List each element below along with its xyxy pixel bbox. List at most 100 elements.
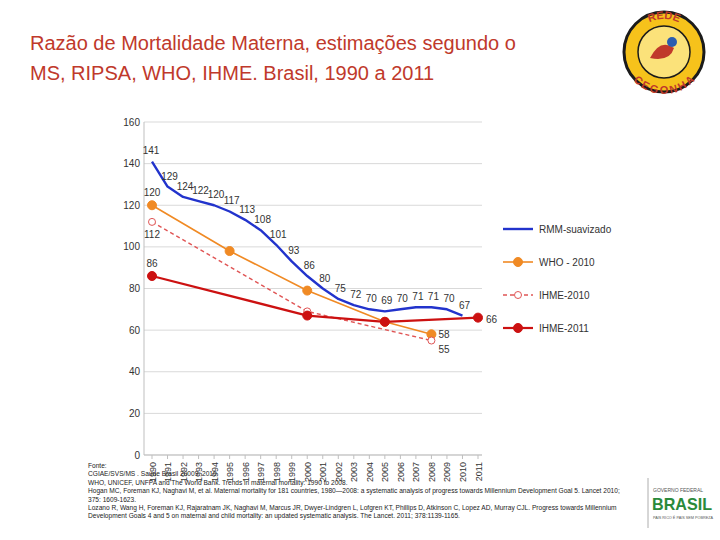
logo-brasil: GOVERNO FEDERALBRASILPAÍS RICO É PAÍS SE… — [648, 478, 714, 528]
data-label: 75 — [335, 283, 347, 294]
grid-line — [144, 288, 482, 289]
x-tick-label: 2003 — [349, 462, 359, 482]
logo-bird — [650, 45, 674, 59]
x-tick-label: 2009 — [442, 462, 452, 482]
x-tick — [214, 455, 215, 459]
data-label: 58 — [438, 329, 450, 340]
data-label: 113 — [239, 204, 255, 215]
x-tick — [245, 455, 246, 459]
logo-text: CEGONHA — [632, 73, 697, 96]
data-label: 101 — [270, 229, 287, 240]
data-label: 117 — [224, 195, 240, 206]
data-label: 70 — [397, 293, 409, 304]
data-label: 71 — [428, 291, 440, 302]
x-tick — [167, 455, 168, 459]
x-tick — [369, 455, 370, 459]
y-tick-label: 0 — [134, 450, 140, 461]
x-tick — [431, 455, 432, 459]
x-tick-label: 2008 — [427, 462, 437, 482]
logo-divider — [648, 478, 649, 528]
data-label: 93 — [288, 245, 300, 256]
x-tick-label: 2007 — [411, 462, 421, 482]
data-label: 112 — [144, 229, 160, 240]
legend: RMM-suavizadoWHO - 2010IHME-2010IHME-201… — [503, 224, 612, 334]
source-line: Fonte: — [88, 462, 633, 470]
y-tick-label: 40 — [129, 366, 141, 377]
series-line — [152, 205, 431, 334]
x-tick — [400, 455, 401, 459]
marker — [380, 317, 389, 326]
grid-line — [144, 205, 482, 206]
grid-line — [144, 413, 482, 414]
series-line — [152, 162, 462, 316]
source-line: CGIAE/SVS/MS . Saúde Brasil 20009. 2010 — [88, 470, 633, 478]
y-tick-label: 140 — [123, 158, 140, 169]
x-tick — [415, 455, 416, 459]
legend-line — [503, 228, 533, 230]
chart: 0204060801001201401601990199119921993199… — [0, 0, 720, 540]
marker — [148, 272, 157, 281]
logo-text: GOVERNO FEDERAL — [653, 487, 703, 493]
data-label: 120 — [144, 187, 161, 198]
marker — [225, 247, 234, 256]
logo-text-path: CEGONHA — [632, 73, 697, 96]
y-tick-label: 160 — [123, 117, 140, 128]
data-label: 86 — [146, 258, 158, 269]
x-tick — [291, 455, 292, 459]
legend-label: WHO - 2010 — [539, 257, 595, 268]
y-axis — [144, 122, 145, 455]
series-line — [152, 276, 478, 322]
data-label: 66 — [486, 314, 498, 325]
x-tick — [260, 455, 261, 459]
y-tick-label: 80 — [129, 283, 141, 294]
logo-text: REDE — [646, 9, 682, 24]
x-tick — [384, 455, 385, 459]
data-label: 72 — [350, 289, 362, 300]
data-label: 80 — [319, 273, 331, 284]
x-tick-label: 2005 — [380, 462, 390, 482]
logo-bird-head — [667, 37, 677, 47]
x-tick — [152, 455, 153, 459]
marker — [303, 286, 312, 295]
marker — [474, 313, 483, 322]
grid — [144, 122, 482, 455]
legend-label: RMM-suavizado — [539, 224, 612, 235]
marker — [380, 317, 389, 326]
marker — [148, 201, 157, 210]
data-label: 120 — [208, 189, 225, 200]
source-line: WHO, UNICEF, UNFPA and The World Bank. T… — [88, 479, 633, 487]
x-tick — [307, 455, 308, 459]
source-line: Hogan MC, Foreman KJ, Naghavi M, et al. … — [88, 487, 633, 504]
data-label: 70 — [366, 293, 378, 304]
x-tick — [338, 455, 339, 459]
data-labels: 1411291241221201171131081019386807572706… — [143, 145, 498, 355]
legend-label: IHME-2010 — [539, 290, 590, 301]
legend-marker — [514, 324, 523, 333]
series-line — [152, 222, 431, 341]
logo-text-path: REDE — [646, 9, 682, 24]
source-line: Lozano R, Wang H, Foreman KJ, Rajaratnam… — [88, 504, 633, 521]
x-tick — [276, 455, 277, 459]
x-tick — [198, 455, 199, 459]
y-tick-label: 100 — [123, 241, 140, 252]
x-tick — [353, 455, 354, 459]
logo-text: PAÍS RICO É PAÍS SEM POBREZA — [653, 515, 714, 520]
x-tick-label: 2011 — [474, 462, 484, 481]
grid-line — [144, 122, 482, 123]
title-line: MS, RIPSA, WHO, IHME. Brasil, 1990 a 201… — [30, 58, 610, 88]
grid-line — [144, 371, 482, 372]
marker — [149, 218, 156, 225]
data-label: 129 — [161, 171, 178, 182]
marker — [303, 311, 312, 320]
data-label: 69 — [381, 295, 393, 306]
data-label: 55 — [438, 344, 450, 355]
marker — [428, 337, 435, 344]
title: Razão de Mortalidade Materna, estimações… — [30, 28, 610, 88]
data-label: 70 — [443, 293, 455, 304]
y-tick-label: 20 — [129, 408, 141, 419]
x-tick-label: 2004 — [365, 462, 375, 482]
data-label: 108 — [254, 214, 271, 225]
x-tick-label: 2006 — [396, 462, 406, 482]
title-line: Razão de Mortalidade Materna, estimações… — [30, 28, 610, 58]
x-tick-label: 2010 — [458, 462, 468, 482]
